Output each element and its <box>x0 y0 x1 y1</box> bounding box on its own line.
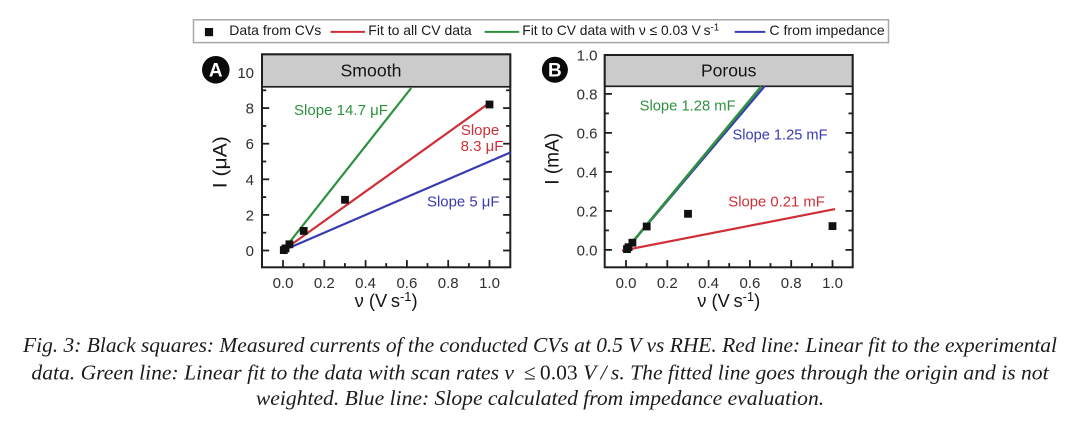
svg-text:Slope 1.28 mF: Slope 1.28 mF <box>640 98 736 115</box>
svg-text:I (mA): I (mA) <box>541 133 563 185</box>
svg-text:0: 0 <box>246 243 254 260</box>
svg-text:Fit to all CV data: Fit to all CV data <box>368 22 472 38</box>
svg-text:0.0: 0.0 <box>616 275 637 292</box>
svg-text:1.0: 1.0 <box>822 275 843 292</box>
svg-text:8.3 μF: 8.3 μF <box>461 138 504 155</box>
svg-text:0.8: 0.8 <box>781 275 802 292</box>
svg-text:I (μA): I (μA) <box>209 136 231 188</box>
svg-text:0.4: 0.4 <box>355 275 376 292</box>
svg-text:1.0: 1.0 <box>479 275 500 292</box>
svg-text:0.6: 0.6 <box>739 275 760 292</box>
svg-text:data. Green line: Linear fit t: data. Green line: Linear fit to the data… <box>31 361 1049 385</box>
svg-text:2: 2 <box>246 207 254 224</box>
svg-text:C from impedance: C from impedance <box>769 22 885 38</box>
svg-text:0.4: 0.4 <box>698 275 719 292</box>
svg-text:ν (V s-1): ν (V s-1) <box>697 289 760 311</box>
svg-text:weighted. Blue line: Slope cal: weighted. Blue line: Slope calculated fr… <box>256 386 824 410</box>
svg-text:0.0: 0.0 <box>273 275 294 292</box>
svg-text:Smooth: Smooth <box>341 61 402 81</box>
svg-text:4: 4 <box>246 172 254 189</box>
svg-text:8: 8 <box>246 101 254 118</box>
svg-text:0.2: 0.2 <box>657 275 678 292</box>
svg-text:Slope: Slope <box>461 122 499 139</box>
svg-text:Slope 1.25 mF: Slope 1.25 mF <box>733 127 828 144</box>
svg-text:Fit to CV data with ν ≤ 0.03 V: Fit to CV data with ν ≤ 0.03 V s-1 <box>522 22 719 38</box>
svg-text:0.6: 0.6 <box>396 275 417 292</box>
svg-text:0.0: 0.0 <box>577 242 598 259</box>
svg-text:0.2: 0.2 <box>314 275 335 292</box>
svg-text:0.6: 0.6 <box>577 125 598 142</box>
svg-text:Slope 5 μF: Slope 5 μF <box>427 193 500 210</box>
svg-text:1.0: 1.0 <box>577 47 598 64</box>
svg-text:Porous: Porous <box>701 61 757 81</box>
svg-text:0.2: 0.2 <box>577 203 598 220</box>
svg-text:ν (V s-1): ν (V s-1) <box>355 289 418 311</box>
svg-text:0.4: 0.4 <box>577 164 598 181</box>
svg-text:Slope 14.7 μF: Slope 14.7 μF <box>294 102 388 119</box>
svg-text:6: 6 <box>246 136 254 153</box>
svg-text:10: 10 <box>237 65 254 82</box>
svg-text:0.8: 0.8 <box>438 275 459 292</box>
svg-text:A: A <box>209 61 223 82</box>
svg-text:Data from CVs: Data from CVs <box>229 22 321 38</box>
svg-text:Fig. 3: Black squares: Measure: Fig. 3: Black squares: Measured currents… <box>22 333 1057 357</box>
svg-text:B: B <box>548 61 562 82</box>
svg-text:Slope 0.21 mF: Slope 0.21 mF <box>728 194 825 211</box>
svg-text:0.8: 0.8 <box>577 86 598 103</box>
